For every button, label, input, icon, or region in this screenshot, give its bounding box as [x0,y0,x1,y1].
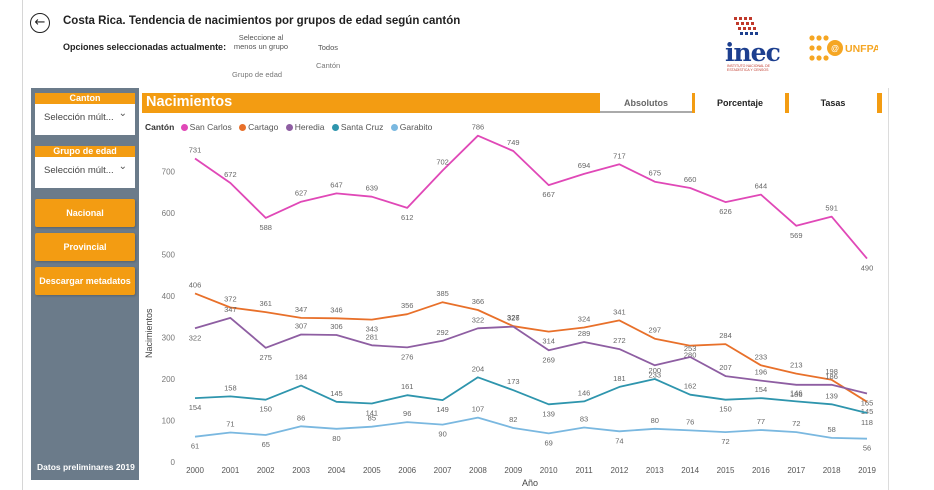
chart-title: Nacimientos [146,94,233,110]
left-border [22,0,23,490]
tab-porcentaje[interactable]: Porcentaje [695,93,785,113]
legend-item[interactable]: Cartago [239,122,278,132]
legend-dot [180,124,188,131]
legend-dot [331,124,339,131]
inec-subtitle: INSTITUTO NACIONAL DE ESTADÍSTICA Y CENS… [727,64,770,72]
grupo-slicer-value: Selección múlt... [44,165,114,176]
tab-absolutos[interactable]: Absolutos [600,93,692,113]
chart-legend: Cantón San Carlos Cartago Heredia Santa … [145,122,437,132]
grupo-slicer[interactable]: Grupo de edad Selección múlt... ⌄ [35,146,135,188]
back-arrow-icon[interactable]: ← [30,13,50,33]
legend-label: Cartago [248,122,279,132]
legend-item[interactable]: Garabito [390,122,433,132]
legend-dot [390,124,398,131]
canton-slicer-value: Selección múlt... [44,112,114,123]
canton-slicer[interactable]: Canton Selección múlt... ⌄ [35,93,135,135]
inec-wordmark: inec [725,38,781,67]
page-title: Costa Rica. Tendencia de nacimientos por… [63,15,461,27]
right-border [888,88,889,490]
chevron-down-icon[interactable]: ⌄ [118,108,127,119]
unfpa-logo: @ UNFPA [809,35,878,61]
legend-item[interactable]: San Carlos [180,122,232,132]
inec-logo [734,17,758,35]
legend-item[interactable]: Santa Cruz [331,122,384,132]
nacional-button[interactable]: Nacional [35,199,135,227]
provincial-button[interactable]: Provincial [35,233,135,261]
legend-title: Cantón [145,122,175,132]
download-metadata-button[interactable]: Descargar metadatos [35,267,135,295]
preliminary-note: Datos preliminares 2019 [37,462,135,472]
legend-dot [285,124,293,131]
unfpa-wordmark: UNFPA [845,43,878,55]
svg-text:@: @ [831,44,839,53]
tab-tasas[interactable]: Tasas [789,93,877,113]
chart-area [140,88,885,490]
options-label: Opciones seleccionadas actualmente: [63,42,227,52]
legend-item[interactable]: Heredia [285,122,325,132]
filter-group-value: Seleccione al menos un grupo [233,33,289,51]
filter-group-name: Grupo de edad [232,70,283,79]
legend-label: Heredia [294,122,325,132]
legend-label: San Carlos [189,122,232,132]
legend-dot [239,124,247,131]
legend-label: Santa Cruz [340,122,384,132]
legend-label: Garabito [399,122,433,132]
filter-canton-name: Cantón [316,61,341,70]
filter-canton-value: Todos [318,43,339,52]
grupo-slicer-header: Grupo de edad [35,146,135,157]
canton-slicer-header: Canton [35,93,135,104]
chevron-down-icon[interactable]: ⌄ [118,161,127,172]
